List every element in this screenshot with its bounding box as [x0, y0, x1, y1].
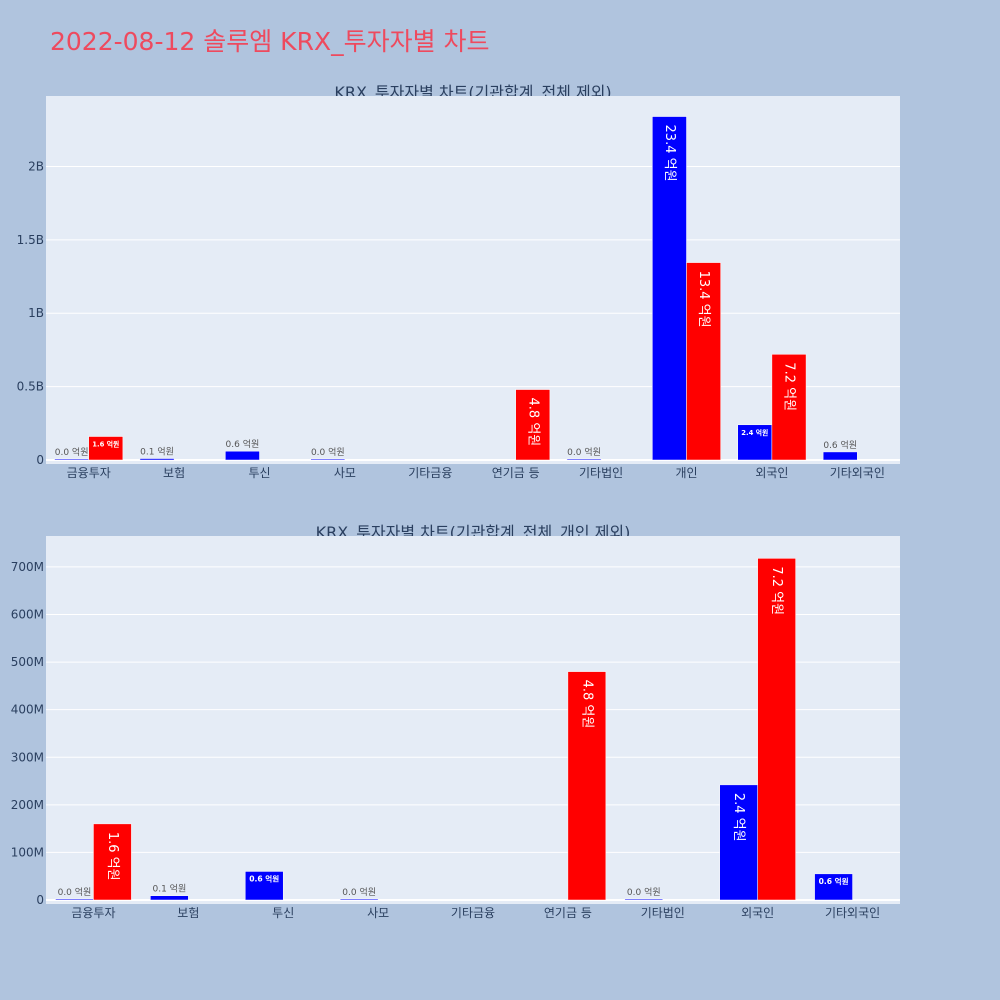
bar [150, 895, 189, 901]
bar [55, 898, 94, 901]
bar [310, 458, 346, 461]
bar [814, 873, 853, 901]
bar [139, 458, 175, 461]
x-tick-label: 기타외국인 [830, 466, 885, 480]
bar [757, 558, 796, 901]
x-tick-label: 보험 [163, 466, 185, 480]
x-tick-label: 개인 [675, 466, 697, 480]
bar [225, 450, 260, 461]
y-tick-label: 100M [11, 845, 44, 859]
x-tick-label: 금융투자 [67, 466, 111, 480]
x-tick-label: 기타법인 [579, 466, 623, 480]
x-tick-label: 외국인 [741, 906, 774, 920]
bar-data-label: 0.6 억원 [823, 439, 857, 451]
x-tick-label: 외국인 [755, 466, 788, 480]
x-tick-label: 보험 [177, 906, 199, 920]
y-tick-label: 2B [28, 159, 44, 173]
bar-data-label: 23.4 억원 [662, 125, 677, 182]
x-tick-label: 기타법인 [641, 906, 685, 920]
x-tick-label: 기타금융 [451, 906, 495, 920]
bar-data-label: 0.6 억원 [819, 876, 849, 886]
page-title: 2022-08-12 솔루엠 KRX_투자자별 차트 [50, 27, 490, 56]
bar-data-label: 0.0 억원 [55, 446, 89, 458]
y-tick-label: 300M [11, 750, 44, 764]
bar-data-label: 4.8 억원 [525, 398, 540, 447]
bar-data-label: 7.2 억원 [769, 566, 784, 615]
bar-data-label: 7.2 억원 [781, 362, 796, 411]
bar-data-label: 2.4 억원 [741, 428, 768, 437]
plot-area [46, 96, 900, 464]
bar [88, 436, 124, 461]
bar-data-label: 0.0 억원 [342, 886, 376, 898]
y-tick-label: 1B [28, 306, 44, 320]
bar-data-label: 1.6 억원 [105, 832, 120, 881]
x-tick-label: 연기금 등 [492, 466, 540, 480]
bar [245, 871, 284, 901]
bar [719, 784, 758, 901]
bar-data-label: 2.4 억원 [731, 793, 746, 842]
bar [93, 823, 132, 901]
bar [737, 424, 773, 461]
bar-data-label: 0.0 억원 [311, 446, 345, 458]
x-tick-label: 사모 [334, 466, 356, 480]
x-tick-label: 연기금 등 [544, 906, 592, 920]
bar [566, 458, 602, 461]
bar-data-label: 0.0 억원 [627, 886, 661, 898]
bar [822, 451, 858, 461]
x-tick-label: 기타금융 [408, 466, 452, 480]
bar-data-label: 0.0 억원 [567, 446, 601, 458]
bar [686, 262, 721, 461]
bar [771, 354, 807, 461]
y-tick-label: 600M [11, 608, 44, 622]
y-tick-label: 700M [11, 560, 44, 574]
y-tick-label: 500M [11, 655, 44, 669]
bar [624, 898, 664, 901]
bar [339, 898, 379, 901]
x-tick-label: 금융투자 [71, 906, 115, 920]
bar-data-label: 0.6 억원 [226, 438, 260, 450]
bar-data-label: 1.6 억원 [92, 440, 119, 449]
bar [652, 116, 687, 461]
x-tick-label: 투신 [272, 906, 294, 920]
y-tick-label: 0 [36, 453, 44, 467]
bar-data-label: 0.1 억원 [140, 446, 174, 458]
x-tick-label: 기타외국인 [825, 906, 880, 920]
bar-data-label: 0.1 억원 [152, 883, 186, 895]
y-tick-label: 400M [11, 703, 44, 717]
y-tick-label: 1.5B [17, 233, 44, 247]
y-tick-label: 0.5B [17, 380, 44, 394]
bar [567, 671, 607, 901]
bar-data-label: 13.4 억원 [696, 271, 711, 328]
y-tick-label: 200M [11, 798, 44, 812]
bar-data-label: 0.0 억원 [58, 886, 92, 898]
x-tick-label: 투신 [248, 466, 270, 480]
bar-data-label: 0.6 억원 [249, 873, 279, 883]
bar [515, 389, 551, 461]
x-tick-label: 사모 [367, 906, 389, 920]
bar-data-label: 4.8 억원 [579, 680, 594, 729]
y-tick-label: 0 [36, 893, 44, 907]
